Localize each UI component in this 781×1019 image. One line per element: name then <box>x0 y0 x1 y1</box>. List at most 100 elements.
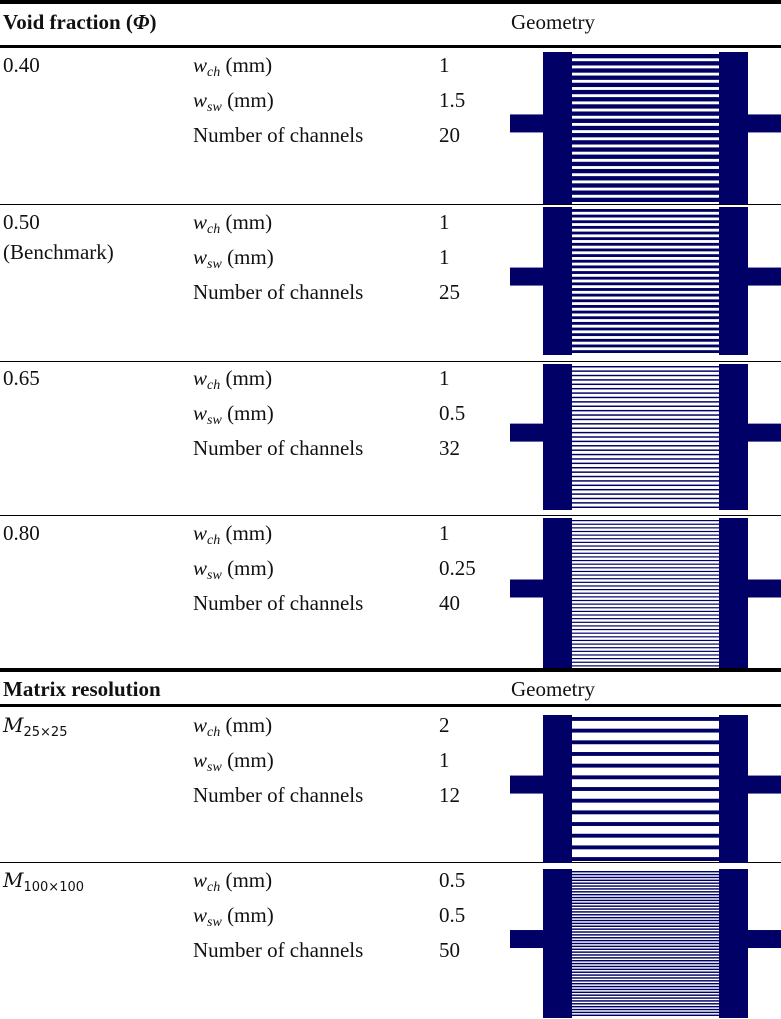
wch-symbol: w <box>193 868 208 892</box>
separating-wall <box>572 977 719 979</box>
separating-wall <box>572 125 719 131</box>
separating-wall <box>572 220 719 224</box>
inlet-manifold <box>543 207 572 355</box>
wch-value: 0.5 <box>439 868 466 892</box>
separating-wall <box>572 440 719 443</box>
outlet-manifold <box>719 518 748 668</box>
inlet-port <box>510 579 550 598</box>
wsw-unit: (mm) <box>221 903 274 927</box>
separating-wall <box>572 370 719 372</box>
void-fraction-value: 0.65 <box>3 366 40 390</box>
channel-count-value: 20 <box>439 123 460 147</box>
separating-wall <box>572 423 719 425</box>
separating-wall <box>572 214 719 218</box>
wch-subscript: ch <box>207 65 221 80</box>
geometry-diagram <box>510 52 781 204</box>
separating-wall <box>572 1003 719 1005</box>
separating-wall <box>572 97 719 102</box>
wch-subscript: ch <box>207 378 221 393</box>
separating-wall <box>572 971 719 973</box>
separating-wall <box>572 396 719 399</box>
benchmark-note: (Benchmark) <box>3 240 114 264</box>
separating-wall <box>572 190 719 195</box>
separating-wall <box>572 951 719 953</box>
wsw-value: 1 <box>439 748 450 772</box>
separating-wall <box>572 914 719 916</box>
wch-label: wch (mm) <box>193 210 272 237</box>
separating-wall <box>572 891 719 893</box>
channel-count-value: 40 <box>439 591 460 615</box>
inlet-port <box>510 775 550 794</box>
separating-wall <box>572 962 719 965</box>
separating-wall <box>572 916 719 919</box>
number-of-channels-label: Number of channels <box>193 938 364 962</box>
separating-wall <box>572 265 719 269</box>
separating-wall <box>572 541 719 543</box>
separating-wall <box>572 717 719 721</box>
separating-wall <box>572 991 719 994</box>
channel-count-value: 50 <box>439 938 460 962</box>
wsw-value: 0.5 <box>439 401 466 425</box>
wsw-subscript: sw <box>207 100 222 115</box>
geometry-header-void: Geometry <box>511 10 595 34</box>
row-rule-4 <box>0 862 781 863</box>
separating-wall <box>572 68 719 73</box>
separating-wall <box>572 654 719 656</box>
separating-wall <box>572 147 719 152</box>
inlet-manifold <box>543 518 572 668</box>
separating-wall <box>572 982 719 985</box>
separating-wall <box>572 271 719 274</box>
separating-wall <box>572 931 719 933</box>
wch-label: wch (mm) <box>193 713 272 740</box>
wsw-subscript: sw <box>207 568 222 583</box>
wsw-value: 1.5 <box>439 88 466 112</box>
separating-wall <box>572 876 719 879</box>
separating-wall <box>572 621 719 623</box>
separating-wall <box>572 288 719 291</box>
separating-wall <box>572 1000 719 1002</box>
wsw-symbol: w <box>193 903 208 927</box>
outlet-port <box>747 579 781 598</box>
wch-label: wch (mm) <box>193 521 272 548</box>
wch-unit: (mm) <box>220 868 273 892</box>
separating-wall <box>572 574 719 576</box>
separating-wall <box>572 449 719 451</box>
separating-wall <box>572 520 719 522</box>
separating-wall <box>572 873 719 876</box>
separating-wall <box>572 254 719 257</box>
inlet-manifold <box>543 364 572 510</box>
wch-value: 1 <box>439 366 450 390</box>
separating-wall <box>572 822 719 826</box>
separating-wall <box>572 436 719 438</box>
void-fraction-value: 0.40 <box>3 53 40 77</box>
separating-wall <box>572 592 719 594</box>
separating-wall <box>572 960 719 962</box>
separating-wall <box>572 414 719 416</box>
separating-wall <box>572 327 719 331</box>
separating-wall <box>572 183 719 188</box>
separating-wall <box>572 939 719 942</box>
separating-wall <box>572 552 719 554</box>
inlet-port <box>510 423 550 442</box>
separating-wall <box>572 728 719 733</box>
separating-wall <box>572 310 719 314</box>
wsw-subscript: sw <box>207 760 222 775</box>
geometry-diagram <box>510 715 781 863</box>
separating-wall <box>572 628 719 631</box>
separating-wall <box>572 925 719 927</box>
separating-wall <box>572 893 719 896</box>
separating-wall <box>572 237 719 241</box>
outlet-port <box>747 423 781 442</box>
number-of-channels-label: Number of channels <box>193 591 364 615</box>
separating-wall <box>572 928 719 930</box>
outlet-manifold <box>719 869 748 1018</box>
wsw-value: 0.25 <box>439 556 476 580</box>
matrix-size: 100×100 <box>23 880 85 895</box>
inlet-port <box>510 114 550 133</box>
separating-wall <box>572 321 719 325</box>
separating-wall <box>572 488 719 491</box>
channel-count-value: 25 <box>439 280 460 304</box>
separating-wall <box>572 942 719 945</box>
separating-wall <box>572 954 719 956</box>
separating-wall <box>572 980 719 982</box>
